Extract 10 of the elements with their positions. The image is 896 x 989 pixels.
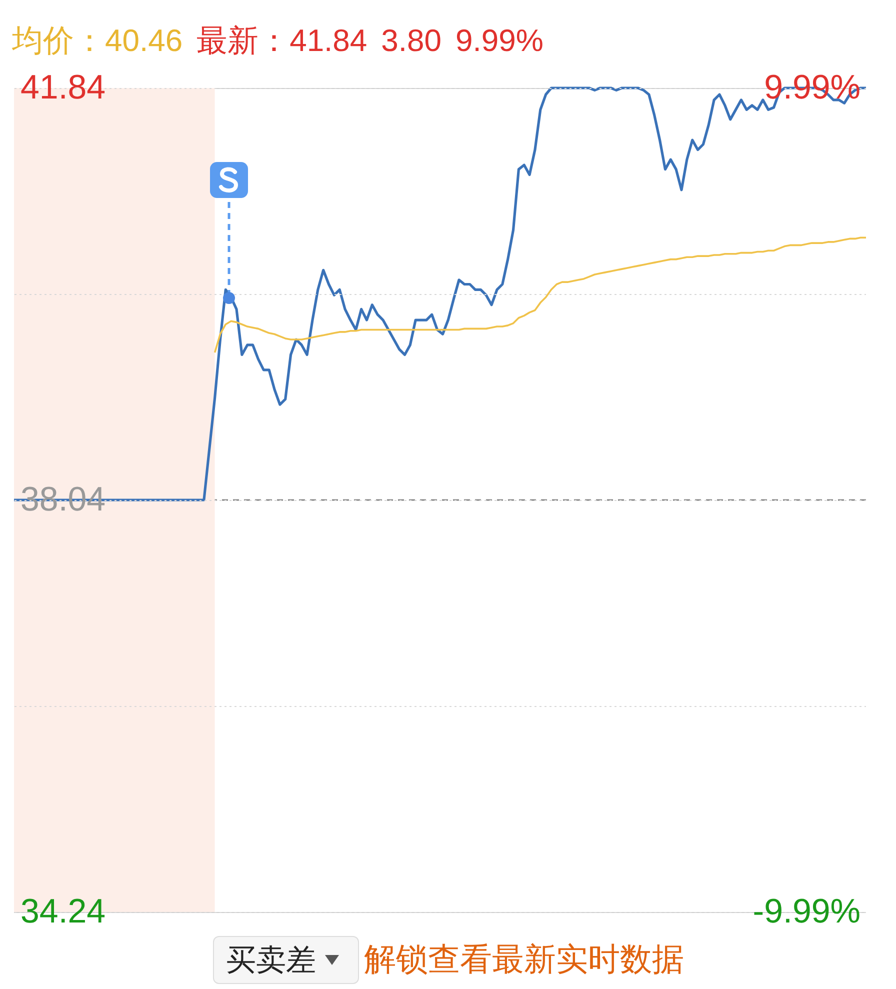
- text: 最新：41.84: [196, 23, 368, 58]
- text: 3.80: [381, 23, 442, 58]
- y2-tick-label: -9.99%: [752, 892, 860, 930]
- y-tick-label: 34.24: [20, 892, 106, 930]
- text: 9.99%: [456, 23, 544, 58]
- y-tick-label: 41.84: [20, 68, 106, 106]
- text: 解锁查看最新实时数据: [364, 940, 684, 979]
- text: 买卖差: [226, 942, 316, 978]
- line-series: [214, 236, 866, 354]
- text: 均价：40.46: [12, 23, 183, 58]
